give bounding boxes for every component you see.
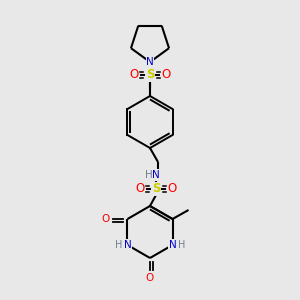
Text: O: O bbox=[101, 214, 110, 224]
Text: S: S bbox=[146, 68, 154, 82]
Text: N: N bbox=[169, 240, 176, 250]
Text: N: N bbox=[146, 57, 154, 67]
Text: O: O bbox=[167, 182, 177, 196]
Text: N: N bbox=[124, 240, 131, 250]
Text: O: O bbox=[135, 182, 145, 196]
Text: N: N bbox=[152, 170, 160, 180]
Text: H: H bbox=[178, 240, 185, 250]
Text: O: O bbox=[146, 273, 154, 283]
Text: H: H bbox=[115, 240, 122, 250]
Text: O: O bbox=[129, 68, 139, 82]
Text: S: S bbox=[152, 182, 160, 196]
Text: O: O bbox=[161, 68, 171, 82]
Text: H: H bbox=[145, 170, 153, 180]
